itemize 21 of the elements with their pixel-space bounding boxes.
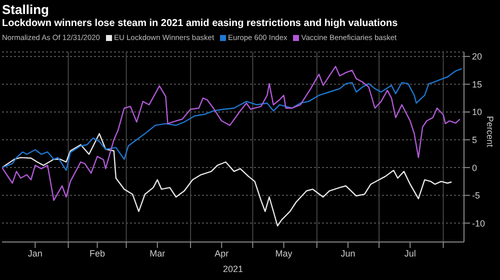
x-tick-label: Mar <box>150 248 166 258</box>
x-tick-label: Jan <box>28 248 42 258</box>
line-series <box>2 68 463 171</box>
x-tick-label: Jul <box>404 248 416 258</box>
y-axis-title: Percent <box>484 116 495 148</box>
x-axis-title: 2021 <box>222 264 244 274</box>
y-tick-label: -10 <box>472 218 486 228</box>
x-tick-label: Feb <box>90 248 106 258</box>
y-tick-label: 0 <box>472 162 478 173</box>
y-tick-label: 5 <box>472 134 478 145</box>
y-tick-label: 15 <box>472 79 482 90</box>
x-tick-label: Apr <box>214 248 229 258</box>
line-series <box>2 133 452 226</box>
chart-title: Stalling <box>2 2 50 17</box>
x-tick-label: Jun <box>340 248 356 258</box>
y-tick-label: -5 <box>472 190 480 201</box>
y-tick-label: 20 <box>472 52 482 62</box>
x-tick-label: May <box>275 248 293 258</box>
line-series <box>2 66 460 201</box>
y-tick-label: 10 <box>472 107 482 118</box>
chart-subtitle: Lockdown winners lose steam in 2021 amid easing restrictions and high valuations <box>2 17 399 30</box>
